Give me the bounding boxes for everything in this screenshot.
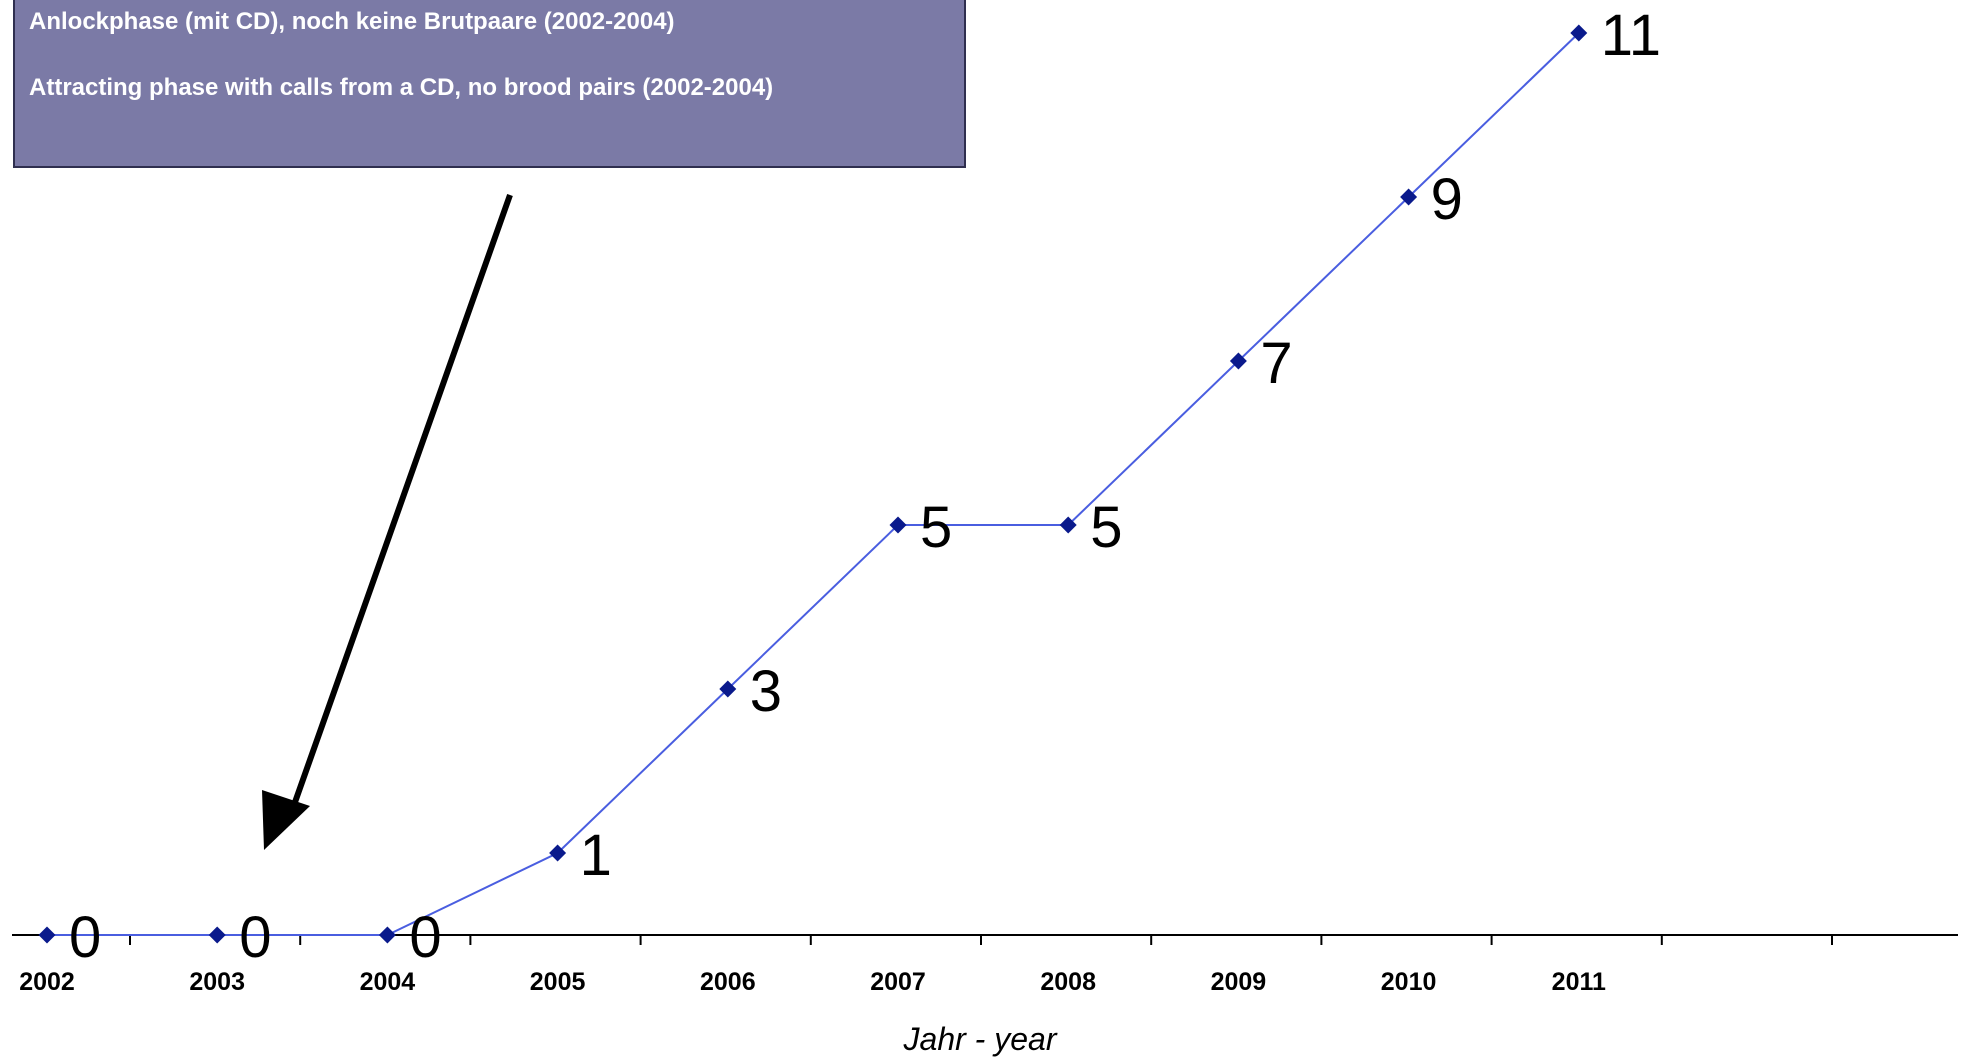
data-point-marker: [549, 844, 567, 862]
x-tick-label: 2006: [700, 968, 756, 996]
data-label: 5: [920, 495, 952, 560]
data-label: 9: [1431, 167, 1463, 232]
x-axis-title: Jahr - year: [903, 1021, 1058, 1057]
data-label: 3: [750, 659, 782, 724]
data-label: 0: [239, 905, 271, 970]
pointer-arrow: [262, 193, 513, 850]
data-point-marker: [208, 926, 226, 944]
x-tick-label: 2009: [1211, 968, 1267, 996]
x-tick-label: 2008: [1040, 968, 1096, 996]
data-point-marker: [378, 926, 396, 944]
series-line: [47, 32, 1580, 936]
annotation-text-english: Attracting phase with calls from a CD, n…: [29, 74, 774, 101]
x-tick-label: 2010: [1381, 968, 1437, 996]
data-label: 11: [1601, 3, 1661, 68]
series-markers: [38, 24, 1588, 944]
data-label: 1: [580, 823, 612, 888]
annotation-box: Anlockphase (mit CD), noch keine Brutpaa…: [13, 0, 966, 168]
x-axis-ticks: [129, 935, 1833, 945]
x-tick-label: 2003: [189, 968, 245, 996]
x-tick-label: 2007: [870, 968, 926, 996]
data-label: 0: [409, 905, 441, 970]
annotation-text-german: Anlockphase (mit CD), noch keine Brutpaa…: [29, 8, 675, 35]
x-tick-label: 2004: [360, 968, 416, 996]
data-label: 7: [1260, 331, 1292, 396]
x-tick-label: 2002: [19, 968, 75, 996]
data-point-marker: [1059, 516, 1077, 534]
data-label: 5: [1090, 495, 1122, 560]
data-point-marker: [889, 516, 907, 534]
data-point-marker: [38, 926, 56, 944]
data-labels: 0 0 0 1 3 5 5 7 9 11: [69, 3, 1661, 970]
data-label: 0: [69, 905, 101, 970]
x-tick-label: 2011: [1552, 968, 1606, 996]
data-point-marker: [719, 680, 737, 698]
x-tick-label: 2005: [530, 968, 586, 996]
x-axis-tick-labels: 2002 2003 2004 2005 2006 2007 2008 2009 2010 2011: [19, 968, 1606, 996]
